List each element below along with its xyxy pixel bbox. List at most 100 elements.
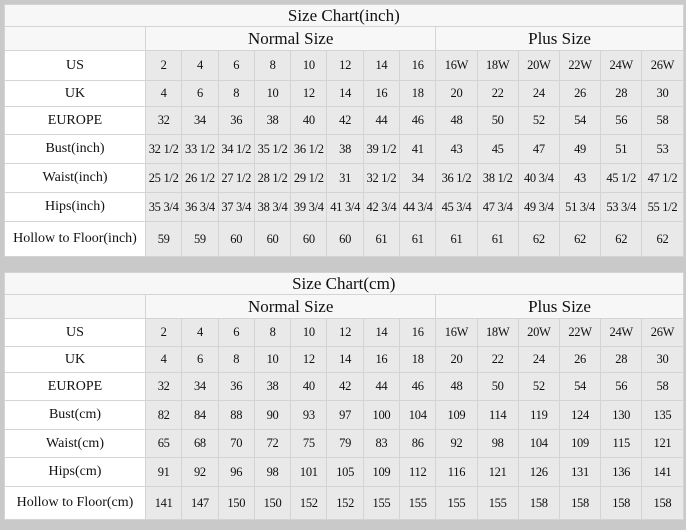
size-chart-inch: Size Chart(inch) Normal Size Plus Size U… [4, 4, 684, 257]
table-row: Waist(inch) 25 1/2 26 1/2 27 1/2 28 1/2 29 1/… [4, 163, 684, 193]
size-value-cell: 60 [290, 221, 328, 257]
size-value-cell: 150 [217, 486, 255, 520]
size-value-cell: 10 [253, 346, 292, 373]
row-label: Waist(inch) [4, 163, 146, 193]
size-value-cell: 60 [326, 221, 364, 257]
size-value-cell: 109 [558, 429, 602, 458]
size-value-cell: 18 [399, 80, 437, 107]
size-value-cell: 54 [558, 106, 602, 135]
size-value-cell: 47 3/4 [476, 192, 519, 222]
size-value-cell: 61 [435, 221, 478, 257]
size-value-cell: 38 [326, 134, 364, 164]
size-value-cell: 36 [217, 106, 255, 135]
table-row: Bust(inch) 32 1/2 33 1/2 34 1/2 35 1/2 36 1/2… [4, 134, 684, 164]
size-value-cell: 45 [476, 134, 519, 164]
size-value-cell: 22W [558, 50, 602, 81]
table-row: US 2 4 6 8 10 12 14 16 16W 18W 20W 22W 24W 26W [4, 318, 684, 347]
size-value-cell: 155 [435, 486, 478, 520]
size-value-cell: 116 [435, 457, 478, 487]
row-label: US [4, 50, 146, 81]
size-value-cell: 38 [253, 106, 292, 135]
row-label: UK [4, 80, 146, 107]
size-value-cell: 36 [217, 372, 255, 401]
size-value-cell: 36 3/4 [181, 192, 219, 222]
size-value-cell: 62 [558, 221, 602, 257]
size-value-cell: 4 [181, 50, 219, 81]
size-value-cell: 158 [641, 486, 684, 520]
size-value-cell: 28 [600, 80, 643, 107]
size-value-cell: 112 [399, 457, 437, 487]
size-value-cell: 39 1/2 [362, 134, 401, 164]
size-value-cell: 72 [253, 429, 292, 458]
size-value-cell: 42 [326, 372, 364, 401]
size-value-cell: 48 [435, 106, 478, 135]
size-value-cell: 47 1/2 [641, 163, 684, 193]
size-value-cell: 8 [217, 346, 255, 373]
size-value-cell: 41 3/4 [326, 192, 364, 222]
row-label: US [4, 318, 146, 347]
size-value-cell: 12 [326, 318, 364, 347]
size-value-cell: 84 [181, 400, 219, 430]
size-value-cell: 18W [476, 50, 519, 81]
table-row: UK 4 6 8 10 12 14 16 18 20 22 24 26 28 30 [4, 80, 684, 107]
normal-size-header: Normal Size [144, 26, 437, 51]
size-value-cell: 22 [476, 346, 519, 373]
size-value-cell: 14 [362, 50, 401, 81]
size-value-cell: 53 [641, 134, 684, 164]
row-label: Bust(cm) [4, 400, 146, 430]
size-value-cell: 45 3/4 [435, 192, 478, 222]
size-value-cell: 16W [435, 318, 478, 347]
size-value-cell: 56 [600, 372, 643, 401]
size-value-cell: 51 [600, 134, 643, 164]
size-value-cell: 49 3/4 [517, 192, 560, 222]
size-value-cell: 8 [253, 50, 292, 81]
size-value-cell: 18 [399, 346, 437, 373]
size-value-cell: 79 [326, 429, 364, 458]
size-value-cell: 36 1/2 [435, 163, 478, 193]
size-value-cell: 121 [641, 429, 684, 458]
size-value-cell: 44 [362, 372, 401, 401]
size-value-cell: 158 [558, 486, 602, 520]
size-value-cell: 35 3/4 [144, 192, 183, 222]
size-value-cell: 34 [181, 372, 219, 401]
size-value-cell: 14 [326, 80, 364, 107]
size-value-cell: 40 3/4 [517, 163, 560, 193]
size-value-cell: 4 [144, 346, 183, 373]
size-value-cell: 24 [517, 346, 560, 373]
size-value-cell: 16 [399, 50, 437, 81]
size-value-cell: 38 3/4 [253, 192, 292, 222]
size-value-cell: 61 [476, 221, 519, 257]
size-value-cell: 65 [144, 429, 183, 458]
size-value-cell: 36 1/2 [290, 134, 328, 164]
size-value-cell: 97 [326, 400, 364, 430]
size-value-cell: 119 [517, 400, 560, 430]
size-value-cell: 93 [290, 400, 328, 430]
size-value-cell: 39 3/4 [290, 192, 328, 222]
size-table-cm: Size Chart(cm) Normal Size Plus Size US 2… [4, 272, 684, 520]
size-value-cell: 16 [362, 346, 401, 373]
size-value-cell: 114 [476, 400, 519, 430]
size-value-cell: 20 [435, 346, 478, 373]
size-value-cell: 155 [399, 486, 437, 520]
size-value-cell: 62 [600, 221, 643, 257]
size-value-cell: 32 [144, 372, 183, 401]
size-value-cell: 30 [641, 80, 684, 107]
plus-size-header: Plus Size [435, 26, 684, 51]
size-value-cell: 58 [641, 106, 684, 135]
size-value-cell: 61 [362, 221, 401, 257]
size-value-cell: 83 [362, 429, 401, 458]
size-value-cell: 55 1/2 [641, 192, 684, 222]
row-label: EUROPE [4, 106, 146, 135]
size-value-cell: 28 [600, 346, 643, 373]
table-row: EUROPE 32 34 36 38 40 42 44 46 48 50 52 54 56 58 [4, 372, 684, 401]
size-value-cell: 62 [641, 221, 684, 257]
table-row: Hollow to Floor(inch) 59 59 60 60 60 60 61 61 61 6… [4, 221, 684, 257]
size-value-cell: 141 [144, 486, 183, 520]
size-value-cell: 16 [362, 80, 401, 107]
size-value-cell: 105 [326, 457, 364, 487]
size-value-cell: 10 [290, 50, 328, 81]
size-value-cell: 155 [362, 486, 401, 520]
size-value-cell: 130 [600, 400, 643, 430]
size-value-cell: 82 [144, 400, 183, 430]
size-value-cell: 20 [435, 80, 478, 107]
